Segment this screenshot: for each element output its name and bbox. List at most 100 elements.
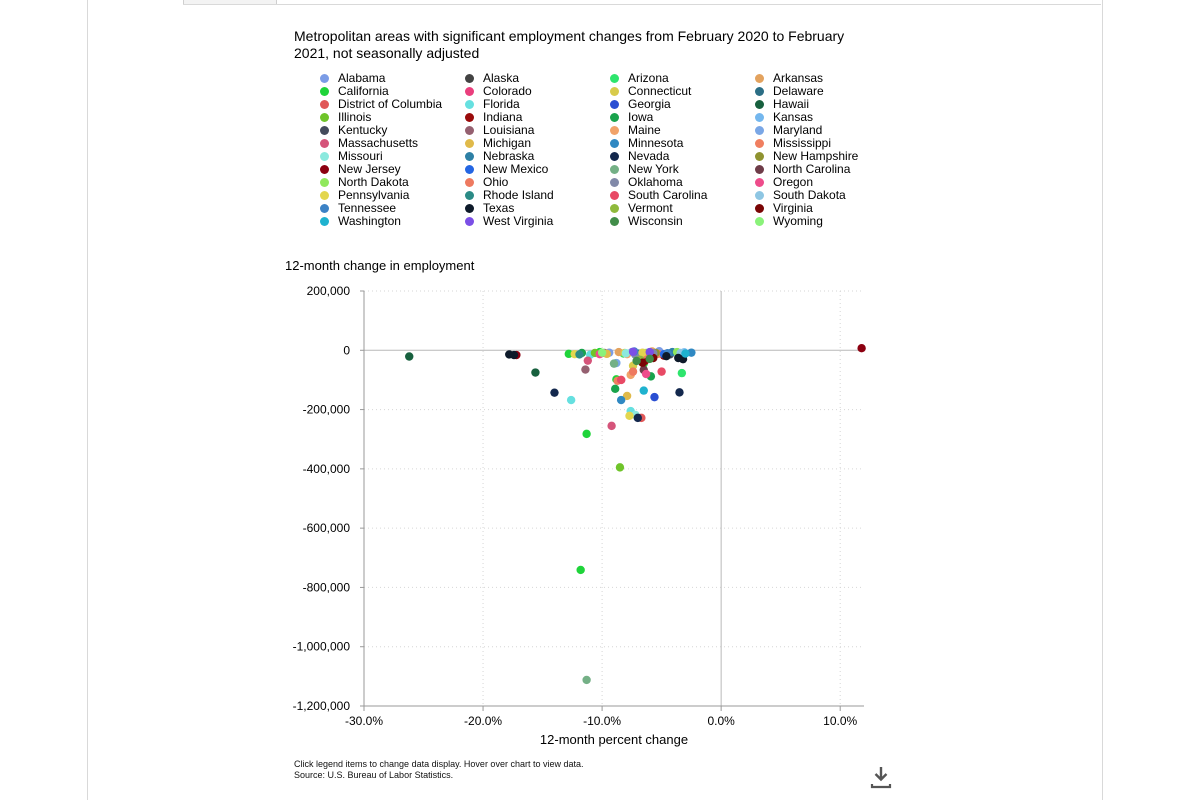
data-point-new-york[interactable]: [582, 675, 591, 685]
legend-item-louisiana[interactable]: Louisiana: [461, 124, 606, 137]
legend-item-wisconsin[interactable]: Wisconsin: [606, 215, 751, 228]
legend-item-north-carolina[interactable]: North Carolina: [751, 163, 896, 176]
data-point-massachusetts[interactable]: [607, 421, 616, 431]
legend-item-alabama[interactable]: Alabama: [316, 72, 461, 85]
legend-item-iowa[interactable]: Iowa: [606, 111, 751, 124]
legend-marker: [755, 126, 764, 135]
data-point-minnesota[interactable]: [616, 395, 626, 405]
data-point-south-carolina[interactable]: [616, 375, 626, 385]
legend-item-mississippi[interactable]: Mississippi: [751, 137, 896, 150]
legend-item-missouri[interactable]: Missouri: [316, 150, 461, 163]
legend-marker: [610, 139, 619, 148]
legend-item-ohio[interactable]: Ohio: [461, 176, 606, 189]
legend-item-wyoming[interactable]: Wyoming: [751, 215, 896, 228]
data-point-iowa[interactable]: [610, 384, 620, 394]
data-point-louisiana[interactable]: [581, 365, 590, 374]
legend-marker: [610, 165, 619, 174]
data-point-pennsylvania[interactable]: [638, 348, 647, 357]
data-point-california[interactable]: [582, 429, 591, 439]
data-point-hawaii[interactable]: [405, 352, 414, 361]
data-point-wisconsin[interactable]: [645, 354, 654, 364]
legend-item-maryland[interactable]: Maryland: [751, 124, 896, 137]
legend-marker: [755, 74, 764, 83]
legend-item-massachusetts[interactable]: Massachusetts: [316, 137, 461, 150]
legend-item-kansas[interactable]: Kansas: [751, 111, 896, 124]
legend-marker: [465, 87, 474, 96]
data-point-hawaii[interactable]: [531, 368, 540, 377]
data-point-oregon[interactable]: [641, 369, 651, 379]
data-point-ohio[interactable]: [628, 367, 638, 376]
legend-item-south-carolina[interactable]: South Carolina: [606, 189, 751, 202]
legend-item-hawaii[interactable]: Hawaii: [751, 98, 896, 111]
legend-item-virginia[interactable]: Virginia: [751, 202, 896, 215]
legend-item-washington[interactable]: Washington: [316, 215, 461, 228]
legend-item-georgia[interactable]: Georgia: [606, 98, 751, 111]
legend-item-michigan[interactable]: Michigan: [461, 137, 606, 150]
legend-item-oregon[interactable]: Oregon: [751, 176, 896, 189]
legend-item-colorado[interactable]: Colorado: [461, 85, 606, 98]
legend-marker: [755, 100, 764, 109]
legend-item-illinois[interactable]: Illinois: [316, 111, 461, 124]
data-point-wisconsin[interactable]: [632, 356, 641, 366]
legend-item-kentucky[interactable]: Kentucky: [316, 124, 461, 137]
data-point-washington[interactable]: [639, 386, 648, 395]
legend-item-arkansas[interactable]: Arkansas: [751, 72, 896, 85]
data-point-california[interactable]: [564, 349, 573, 359]
data-point-new-jersey[interactable]: [857, 344, 866, 353]
data-point-washington[interactable]: [681, 349, 690, 358]
data-point-massachusetts[interactable]: [583, 356, 593, 365]
legend-item-connecticut[interactable]: Connecticut: [606, 85, 751, 98]
legend-label: Oregon: [773, 175, 814, 189]
data-point-nevada[interactable]: [675, 388, 684, 397]
legend-item-new-mexico[interactable]: New Mexico: [461, 163, 606, 176]
legend-item-oklahoma[interactable]: Oklahoma: [606, 176, 751, 189]
data-point-missouri[interactable]: [621, 349, 631, 358]
legend-item-new-jersey[interactable]: New Jersey: [316, 163, 461, 176]
legend-item-california[interactable]: California: [316, 85, 461, 98]
legend-item-nevada[interactable]: Nevada: [606, 150, 751, 163]
data-point-florida[interactable]: [566, 395, 576, 405]
legend-item-texas[interactable]: Texas: [461, 202, 606, 215]
data-point-michigan[interactable]: [622, 391, 632, 401]
legend-item-new-york[interactable]: New York: [606, 163, 751, 176]
download-icon[interactable]: [870, 765, 892, 789]
data-point-nevada[interactable]: [633, 413, 643, 423]
data-point-arizona[interactable]: [677, 368, 687, 378]
legend-item-west-virginia[interactable]: West Virginia: [461, 215, 606, 228]
legend-item-florida[interactable]: Florida: [461, 98, 606, 111]
data-point-new-york[interactable]: [609, 359, 619, 368]
legend-item-maine[interactable]: Maine: [606, 124, 751, 137]
data-point-rhode-island[interactable]: [575, 350, 584, 359]
legend-item-alaska[interactable]: Alaska: [461, 72, 606, 85]
legend-item-district-of-columbia[interactable]: District of Columbia: [316, 98, 461, 111]
legend-item-new-hampshire[interactable]: New Hampshire: [751, 150, 896, 163]
legend-label: Indiana: [483, 110, 523, 124]
data-point-illinois[interactable]: [615, 463, 625, 472]
x-tick-label: 10.0%: [823, 714, 857, 728]
legend-item-north-dakota[interactable]: North Dakota: [316, 176, 461, 189]
legend-item-delaware[interactable]: Delaware: [751, 85, 896, 98]
data-point-nevada[interactable]: [550, 388, 559, 397]
data-point-wyoming[interactable]: [597, 348, 607, 357]
legend-item-minnesota[interactable]: Minnesota: [606, 137, 751, 150]
legend-item-pennsylvania[interactable]: Pennsylvania: [316, 189, 461, 202]
data-point-california[interactable]: [576, 565, 585, 575]
legend-item-indiana[interactable]: Indiana: [461, 111, 606, 124]
data-point-pennsylvania[interactable]: [625, 411, 634, 420]
legend-marker: [610, 87, 619, 96]
data-point-georgia[interactable]: [650, 392, 659, 402]
legend-item-rhode-island[interactable]: Rhode Island: [461, 189, 606, 202]
data-point-south-carolina[interactable]: [657, 367, 666, 376]
data-point-texas[interactable]: [662, 352, 671, 361]
data-point-texas[interactable]: [509, 350, 519, 360]
data-point-west-virginia[interactable]: [645, 347, 654, 357]
legend-item-south-dakota[interactable]: South Dakota: [751, 189, 896, 202]
legend-marker: [610, 152, 619, 161]
legend-item-tennessee[interactable]: Tennessee: [316, 202, 461, 215]
legend-item-vermont[interactable]: Vermont: [606, 202, 751, 215]
legend-item-nebraska[interactable]: Nebraska: [461, 150, 606, 163]
legend-item-arizona[interactable]: Arizona: [606, 72, 751, 85]
y-tick-label: -400,000: [303, 462, 351, 476]
data-point-west-virginia[interactable]: [628, 347, 638, 356]
